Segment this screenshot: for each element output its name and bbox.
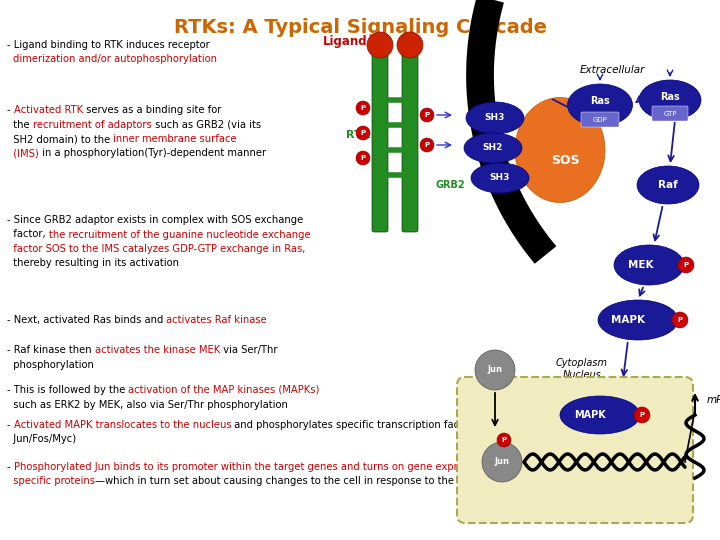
- Text: P: P: [501, 437, 507, 443]
- Text: P: P: [361, 105, 366, 111]
- Text: P: P: [424, 142, 430, 148]
- Text: via Ser/Thr: via Ser/Thr: [220, 345, 277, 355]
- Text: P: P: [639, 412, 644, 418]
- Text: such as ERK2 by MEK, also via Ser/Thr phosphorylation: such as ERK2 by MEK, also via Ser/Thr ph…: [7, 400, 288, 409]
- Text: activates Raf kinase: activates Raf kinase: [166, 315, 267, 325]
- Text: -: -: [7, 420, 14, 430]
- FancyBboxPatch shape: [402, 53, 418, 232]
- Text: - Raf kinase then: - Raf kinase then: [7, 345, 95, 355]
- Circle shape: [356, 126, 370, 140]
- Ellipse shape: [598, 300, 678, 340]
- Circle shape: [367, 32, 393, 58]
- Circle shape: [420, 138, 434, 152]
- Circle shape: [678, 257, 694, 273]
- Text: factor,: factor,: [7, 230, 49, 240]
- Text: phosphorylation: phosphorylation: [7, 360, 94, 369]
- Ellipse shape: [637, 166, 699, 204]
- Text: mRNA: mRNA: [707, 395, 720, 405]
- Text: RTK: RTK: [346, 130, 370, 140]
- Text: Jun: Jun: [495, 457, 510, 467]
- Text: SOS: SOS: [551, 153, 580, 166]
- Ellipse shape: [567, 84, 632, 126]
- Text: Extracellular: Extracellular: [580, 65, 645, 75]
- Text: P: P: [361, 155, 366, 161]
- Circle shape: [420, 108, 434, 122]
- Text: inner membrane surface: inner membrane surface: [113, 134, 237, 144]
- Text: in a phosphorylation(Tyr)-dependent manner: in a phosphorylation(Tyr)-dependent mann…: [39, 148, 266, 159]
- Text: SH2 domain) to the: SH2 domain) to the: [7, 134, 113, 144]
- Text: -: -: [7, 462, 14, 472]
- Text: activates the kinase MEK: activates the kinase MEK: [95, 345, 220, 355]
- Text: the recruitment of the guanine nucleotide exchange: the recruitment of the guanine nucleotid…: [49, 230, 310, 240]
- Text: MAPK: MAPK: [574, 410, 606, 420]
- Text: Phosphorylated Jun binds to its promoter within the target genes and turns on ge: Phosphorylated Jun binds to its promoter…: [14, 462, 502, 472]
- Text: Ras: Ras: [590, 96, 610, 106]
- Circle shape: [475, 350, 515, 390]
- Text: Jun/Fos/Myc): Jun/Fos/Myc): [7, 435, 76, 444]
- Text: dimerization and/or autophosphorylation: dimerization and/or autophosphorylation: [13, 55, 217, 64]
- Circle shape: [356, 101, 370, 115]
- FancyBboxPatch shape: [652, 106, 688, 121]
- Text: - Since GRB2 adaptor exists in complex with SOS exchange: - Since GRB2 adaptor exists in complex w…: [7, 215, 303, 225]
- Text: Jun: Jun: [487, 366, 503, 375]
- Ellipse shape: [466, 102, 524, 134]
- Circle shape: [634, 407, 650, 423]
- Ellipse shape: [464, 133, 522, 163]
- Text: Nucleus: Nucleus: [562, 370, 601, 380]
- Text: Raf: Raf: [658, 180, 678, 190]
- Text: -: -: [7, 105, 14, 115]
- Text: GTP: GTP: [663, 111, 677, 117]
- Circle shape: [356, 151, 370, 165]
- Text: - This is followed by the: - This is followed by the: [7, 385, 128, 395]
- Text: —which in turn set about causing changes to the cell in response to the ligand: —which in turn set about causing changes…: [95, 476, 488, 487]
- Text: GRB2: GRB2: [436, 180, 465, 190]
- Ellipse shape: [515, 98, 605, 202]
- Text: P: P: [361, 130, 366, 136]
- Text: GDP: GDP: [593, 117, 608, 123]
- Text: P: P: [424, 112, 430, 118]
- Text: P: P: [683, 262, 688, 268]
- Text: Cytoplasm: Cytoplasm: [556, 358, 608, 368]
- Text: the: the: [7, 119, 32, 130]
- Text: such as GRB2 (via its: such as GRB2 (via its: [151, 119, 261, 130]
- Circle shape: [482, 442, 522, 482]
- Ellipse shape: [560, 396, 640, 434]
- Text: specific proteins: specific proteins: [7, 476, 95, 487]
- Text: (IMS): (IMS): [7, 148, 39, 159]
- Text: recruitment of adaptors: recruitment of adaptors: [32, 119, 151, 130]
- Text: - Ligand binding to RTK induces receptor: - Ligand binding to RTK induces receptor: [7, 40, 210, 50]
- Text: Activated RTK: Activated RTK: [14, 105, 83, 115]
- Text: Activated MAPK translocates to the nucleus: Activated MAPK translocates to the nucle…: [14, 420, 231, 430]
- Text: Ligand: Ligand: [323, 35, 368, 48]
- Text: MEK: MEK: [629, 260, 654, 270]
- Text: factor SOS to the IMS catalyzes GDP-GTP exchange in Ras,: factor SOS to the IMS catalyzes GDP-GTP …: [7, 244, 305, 254]
- Circle shape: [397, 32, 423, 58]
- Circle shape: [672, 312, 688, 328]
- Text: Ras: Ras: [660, 92, 680, 102]
- Text: serves as a binding site for: serves as a binding site for: [83, 105, 221, 115]
- Text: thereby resulting in its activation: thereby resulting in its activation: [7, 259, 179, 268]
- FancyBboxPatch shape: [457, 377, 693, 523]
- Ellipse shape: [471, 163, 529, 193]
- Text: - Next, activated Ras binds and: - Next, activated Ras binds and: [7, 315, 166, 325]
- FancyBboxPatch shape: [372, 53, 388, 232]
- Text: and phosphorylates specific transcription factors (eg: and phosphorylates specific transcriptio…: [231, 420, 498, 430]
- FancyBboxPatch shape: [581, 112, 619, 127]
- Text: SH2: SH2: [483, 144, 503, 152]
- Text: RTKs: A Typical Signaling Cascade: RTKs: A Typical Signaling Cascade: [174, 18, 546, 37]
- Text: MAPK: MAPK: [611, 315, 645, 325]
- Text: SH3: SH3: [485, 113, 505, 123]
- Text: P: P: [678, 317, 683, 323]
- Circle shape: [497, 433, 511, 447]
- Text: activation of the MAP kinases (MAPKs): activation of the MAP kinases (MAPKs): [128, 385, 320, 395]
- Ellipse shape: [639, 80, 701, 120]
- Ellipse shape: [614, 245, 684, 285]
- Text: SH3: SH3: [490, 173, 510, 183]
